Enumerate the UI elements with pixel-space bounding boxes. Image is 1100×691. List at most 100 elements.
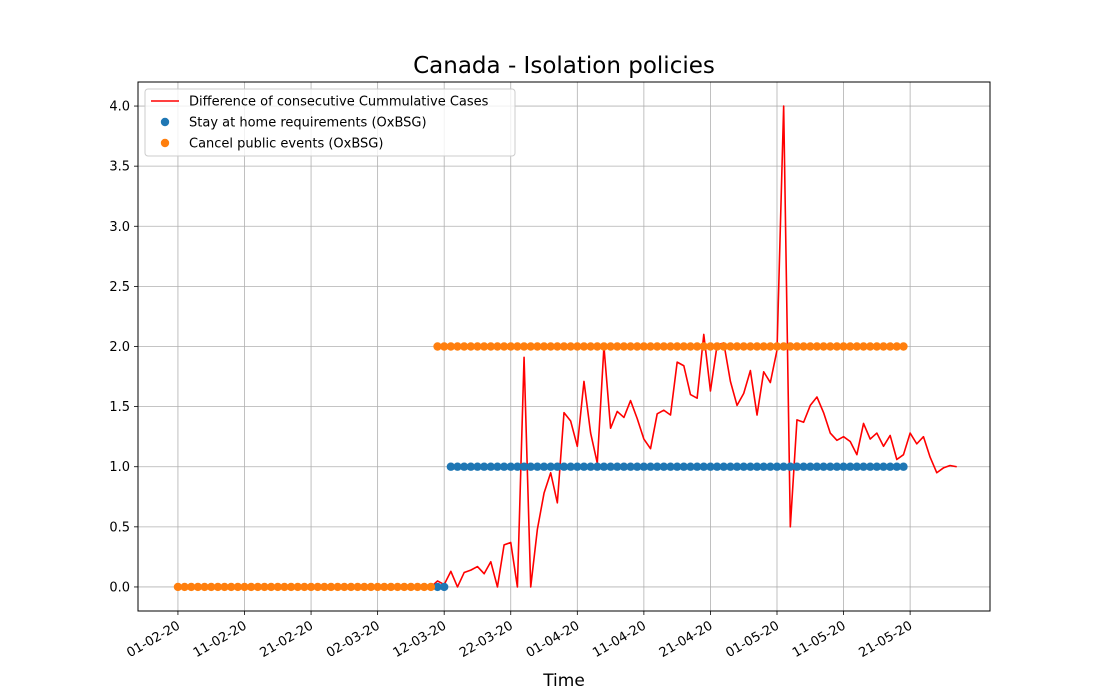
cancel-events-point <box>546 342 555 351</box>
x-tick-label: 11-05-20 <box>790 618 849 660</box>
cancel-events-point <box>493 342 502 351</box>
cancel-events-point <box>293 582 302 592</box>
stay-home-point <box>559 462 569 471</box>
cancel-events-point <box>446 342 456 351</box>
cancel-events-point <box>393 582 402 592</box>
stay-home-point <box>433 582 442 592</box>
cancel-events-point <box>479 342 489 351</box>
x-tick-label: 01-04-20 <box>524 618 583 660</box>
legend-marker-swatch <box>160 117 170 127</box>
stay-home-point <box>633 462 642 471</box>
cancel-events-point <box>726 342 735 351</box>
legend: Difference of consecutive Cummulative Ca… <box>144 88 516 157</box>
cancel-events-point <box>885 342 895 351</box>
y-tick-label: 2.0 <box>109 340 130 355</box>
stay-home-point <box>679 462 689 471</box>
stay-home-point <box>446 462 456 471</box>
cancel-events-point <box>386 582 396 592</box>
cancel-events-point <box>812 342 822 351</box>
cancel-events-point <box>420 582 429 592</box>
cancel-events-point <box>579 342 589 351</box>
cancel-events-point <box>566 342 575 351</box>
stay-home-point <box>852 462 862 471</box>
stay-home-point <box>613 462 622 471</box>
y-tick-label: 0.0 <box>109 580 130 595</box>
stay-home-point <box>586 462 595 471</box>
cancel-events-point <box>200 582 209 592</box>
stay-home-point <box>739 462 748 471</box>
cancel-events-point <box>413 582 422 592</box>
cancel-events-point <box>712 342 722 351</box>
stay-home-point <box>666 462 675 471</box>
cancel-events-point <box>806 342 815 351</box>
cancel-events-point <box>526 342 535 351</box>
cancel-events-point <box>739 342 748 351</box>
cancel-events-point <box>639 342 649 351</box>
stay-home-point <box>639 462 649 471</box>
cancel-events-point <box>613 342 622 351</box>
cancel-events-point <box>173 582 183 592</box>
cancel-events-point <box>606 342 615 351</box>
cancel-events-point <box>433 342 442 351</box>
cancel-events-point <box>280 582 289 592</box>
cancel-events-point <box>772 342 782 351</box>
y-tick-label: 3.5 <box>109 160 130 175</box>
stay-home-point <box>513 462 522 471</box>
stay-home-point <box>832 462 842 471</box>
cancel-events-point <box>213 582 223 592</box>
legend-entry-label: Cancel public events (OxBSG) <box>189 137 383 152</box>
cancel-events-point <box>233 582 243 592</box>
plot-series <box>173 105 957 592</box>
stay-home-point <box>619 462 629 471</box>
cancel-events-point <box>692 342 702 351</box>
cancel-events-point <box>779 342 788 351</box>
cancel-events-point <box>573 342 582 351</box>
cancel-events-point <box>872 342 882 351</box>
stay-home-point <box>686 462 695 471</box>
cancel-events-point <box>659 342 669 351</box>
cancel-events-point <box>593 342 602 351</box>
stay-home-point <box>865 462 875 471</box>
stay-home-point <box>499 462 509 471</box>
cancel-events-point <box>400 582 409 592</box>
stay-home-point <box>652 462 662 471</box>
stay-home-point <box>553 462 562 471</box>
stay-home-point <box>466 462 476 471</box>
stay-home-point <box>859 462 868 471</box>
cancel-events-point <box>340 582 349 592</box>
legend-box <box>144 88 516 157</box>
stay-home-point <box>812 462 822 471</box>
cancel-events-point <box>453 342 462 351</box>
cancel-events-point <box>353 582 362 592</box>
stay-home-point <box>732 462 742 471</box>
stay-home-point <box>506 462 515 471</box>
x-tick-label: 01-02-20 <box>124 618 183 660</box>
stay-home-point <box>746 462 755 471</box>
stay-home-point <box>672 462 682 471</box>
legend-marker-swatch <box>160 138 170 148</box>
cancel-events-point <box>786 342 795 351</box>
cancel-events-point <box>220 582 229 592</box>
axis-ticks: 0.0 0.5 1.0 1.5 2.0 2.5 3.0 3.5 4.0 01-02-20 11-02… <box>109 100 915 661</box>
cancel-events-point <box>892 342 902 351</box>
stay-home-point <box>626 462 635 471</box>
cancel-events-point <box>559 342 569 351</box>
cancel-events-point <box>266 582 276 592</box>
y-tick-label: 1.5 <box>109 400 130 415</box>
stay-home-point <box>706 462 715 471</box>
cancel-events-point <box>832 342 842 351</box>
cancel-events-point <box>246 582 256 592</box>
stay-home-point <box>899 462 908 471</box>
stay-home-point <box>792 462 802 471</box>
series-line-cases <box>430 105 957 588</box>
cancel-events-point <box>899 342 908 351</box>
cancel-events-point <box>346 582 356 592</box>
stay-home-point <box>719 462 728 471</box>
cancel-events-point <box>466 342 476 351</box>
stay-home-point <box>872 462 882 471</box>
stay-home-point <box>726 462 735 471</box>
cancel-events-point <box>499 342 509 351</box>
cancel-events-point <box>746 342 755 351</box>
cancel-events-point <box>406 582 416 592</box>
